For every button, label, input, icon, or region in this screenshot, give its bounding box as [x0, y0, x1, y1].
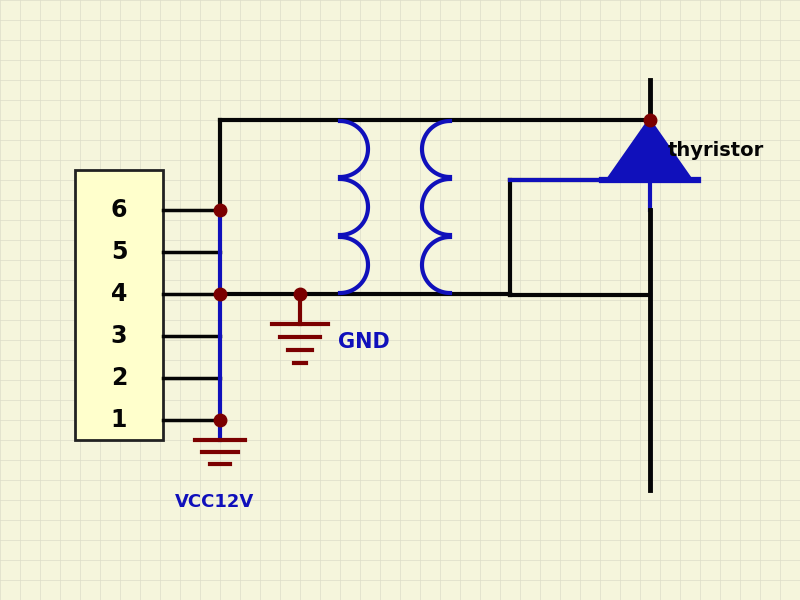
- Text: 5: 5: [110, 240, 127, 264]
- Text: 3: 3: [110, 324, 127, 348]
- Text: 2: 2: [111, 366, 127, 390]
- Text: 1: 1: [111, 408, 127, 432]
- Text: thyristor: thyristor: [668, 140, 764, 160]
- Text: VCC12V: VCC12V: [175, 493, 254, 511]
- Text: 4: 4: [111, 282, 127, 306]
- Text: GND: GND: [338, 332, 390, 352]
- Text: 6: 6: [110, 198, 127, 222]
- Polygon shape: [608, 120, 692, 180]
- Bar: [75, 170, 163, 440]
